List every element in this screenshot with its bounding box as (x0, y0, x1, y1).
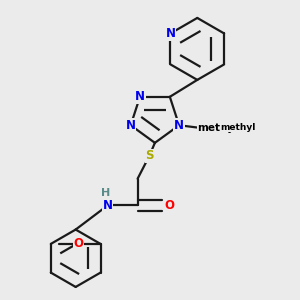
Text: S: S (145, 149, 154, 162)
Text: N: N (174, 119, 184, 132)
Text: N: N (126, 119, 136, 132)
Text: O: O (74, 237, 84, 250)
Text: O: O (165, 199, 175, 212)
Text: methyl: methyl (197, 122, 238, 133)
Text: N: N (166, 27, 176, 40)
Text: methyl: methyl (220, 123, 255, 132)
Text: H: H (101, 188, 111, 198)
Text: N: N (103, 199, 112, 212)
Text: N: N (135, 90, 145, 103)
